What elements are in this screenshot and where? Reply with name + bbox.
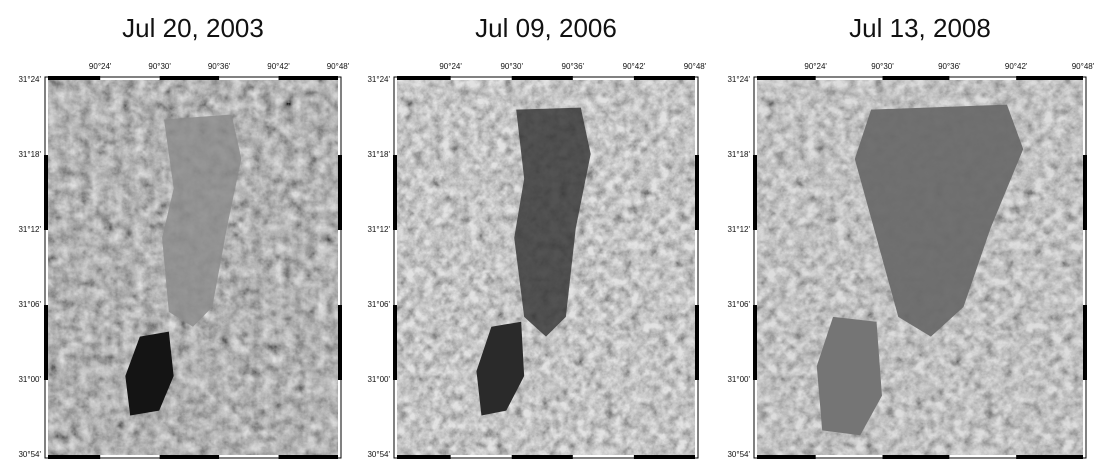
frame-bar (753, 305, 757, 380)
frame-bar (753, 155, 757, 230)
longitude-label: 90°30' (871, 62, 894, 71)
frame-bar (695, 155, 699, 230)
frame-bar (48, 455, 100, 459)
latitude-label: 31°18' (727, 150, 750, 159)
latitude-label: 30°54' (367, 450, 390, 459)
page: Jul 20, 2003 90°24' 90°30' 90°36' 90°42' 90°4… (0, 0, 1101, 459)
latitude-label: 31°24' (367, 75, 390, 84)
longitude-label: 90°36' (562, 62, 585, 71)
frame-bar (634, 76, 695, 80)
longitude-label: 90°42' (267, 62, 290, 71)
frame-bar (1016, 455, 1083, 459)
satellite-image (757, 80, 1083, 455)
frame-bar (279, 455, 338, 459)
latitude-label: 30°54' (18, 450, 41, 459)
frame-bar (397, 455, 451, 459)
panel-title: Jul 13, 2008 (849, 13, 991, 43)
latitude-label: 30°54' (727, 450, 750, 459)
frame-bar (48, 76, 100, 80)
longitude-label: 90°24' (89, 62, 112, 71)
figure: Jul 20, 2003 90°24' 90°30' 90°36' 90°42' 90°4… (0, 0, 1101, 459)
latitude-label: 31°24' (18, 75, 41, 84)
latitude-label: 31°06' (18, 300, 41, 309)
frame-bar (160, 455, 219, 459)
frame-bar (393, 155, 397, 230)
latitude-label: 31°12' (18, 225, 41, 234)
frame-bar (512, 76, 573, 80)
longitude-label: 90°42' (623, 62, 646, 71)
longitude-label: 90°24' (439, 62, 462, 71)
longitude-label: 90°48' (684, 62, 707, 71)
frame-bar (338, 155, 342, 230)
frame-bar (1016, 76, 1083, 80)
longitude-label: 90°36' (938, 62, 961, 71)
frame-bar (44, 155, 48, 230)
frame-bar (160, 76, 219, 80)
longitude-label: 90°24' (804, 62, 827, 71)
latitude-label: 31°06' (367, 300, 390, 309)
frame-bar (1083, 305, 1087, 380)
frame-bar (634, 455, 695, 459)
frame-bar (393, 305, 397, 380)
longitude-label: 90°30' (148, 62, 171, 71)
panel-title: Jul 20, 2003 (122, 13, 264, 43)
frame-bar (695, 305, 699, 380)
latitude-label: 31°18' (367, 150, 390, 159)
latitude-label: 31°00' (367, 375, 390, 384)
panel-title: Jul 09, 2006 (475, 13, 617, 43)
longitude-label: 90°48' (1072, 62, 1095, 71)
latitude-label: 31°24' (727, 75, 750, 84)
frame-bar (757, 455, 816, 459)
satellite-image (397, 80, 695, 455)
frame-bar (44, 305, 48, 380)
frame-bar (279, 76, 338, 80)
satellite-image (48, 80, 338, 455)
longitude-label: 90°36' (208, 62, 231, 71)
latitude-label: 31°00' (18, 375, 41, 384)
frame-bar (338, 305, 342, 380)
longitude-label: 90°48' (327, 62, 350, 71)
frame-bar (883, 455, 950, 459)
frame-bar (397, 76, 451, 80)
latitude-label: 31°00' (727, 375, 750, 384)
longitude-label: 90°42' (1005, 62, 1028, 71)
frame-bar (883, 76, 950, 80)
latitude-label: 31°12' (727, 225, 750, 234)
latitude-label: 31°06' (727, 300, 750, 309)
frame-bar (1083, 155, 1087, 230)
longitude-label: 90°30' (500, 62, 523, 71)
frame-bar (757, 76, 816, 80)
frame-bar (512, 455, 573, 459)
latitude-label: 31°12' (367, 225, 390, 234)
latitude-label: 31°18' (18, 150, 41, 159)
